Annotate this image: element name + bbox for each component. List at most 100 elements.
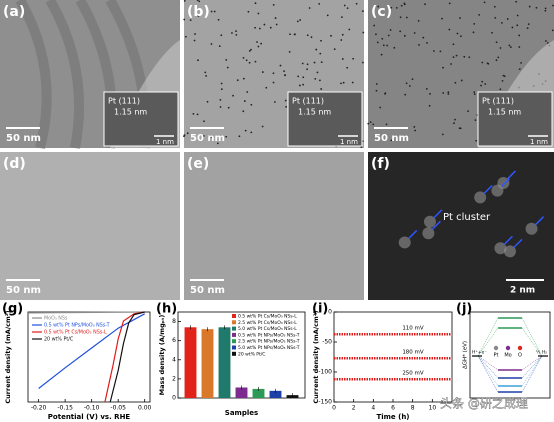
nanoparticle bbox=[340, 82, 342, 85]
nanoparticle bbox=[352, 57, 355, 60]
nanoparticle bbox=[481, 80, 484, 83]
nanoparticle bbox=[269, 26, 272, 29]
nanoparticle bbox=[545, 40, 547, 42]
nanoparticle bbox=[260, 42, 263, 45]
nanoparticle bbox=[205, 75, 208, 77]
nanoparticle bbox=[243, 100, 246, 102]
nanoparticle bbox=[389, 29, 392, 31]
nanoparticle bbox=[210, 10, 213, 13]
nanoparticle bbox=[197, 59, 199, 62]
cluster bbox=[491, 184, 504, 197]
watermark: 头条 @研之成理 bbox=[440, 397, 528, 411]
scale-bar-label: 50 nm bbox=[6, 133, 41, 144]
nanoparticle bbox=[481, 61, 484, 64]
cluster bbox=[474, 191, 487, 204]
connector bbox=[521, 355, 543, 387]
legend-label: O bbox=[518, 353, 522, 359]
x-tick-label: -0.10 bbox=[84, 405, 100, 412]
nanoparticle bbox=[320, 39, 322, 42]
nanoparticle bbox=[219, 106, 222, 108]
nanoparticle bbox=[306, 68, 309, 71]
nanoparticle bbox=[310, 36, 313, 39]
legend-label: 20 wt% Pt/C bbox=[44, 337, 74, 343]
nanoparticle bbox=[235, 30, 237, 33]
nanoparticle bbox=[369, 121, 372, 124]
nanoparticle bbox=[254, 2, 257, 5]
nanoparticle bbox=[261, 125, 264, 128]
nanoparticle bbox=[210, 136, 213, 138]
nanoparticle bbox=[500, 21, 503, 24]
nanoparticle bbox=[296, 20, 299, 23]
nanoparticle bbox=[189, 19, 192, 22]
micrograph bbox=[184, 152, 364, 300]
nanoparticle bbox=[448, 2, 451, 5]
nanoparticle bbox=[220, 82, 223, 85]
cluster bbox=[423, 215, 436, 228]
x-tick-label: 0.00 bbox=[138, 405, 152, 412]
arrow bbox=[506, 170, 516, 180]
nanoparticle bbox=[360, 146, 363, 149]
nanoparticle bbox=[242, 110, 245, 113]
nanoparticle bbox=[183, 18, 186, 21]
nanoparticle bbox=[346, 66, 349, 69]
legend-dot bbox=[517, 345, 523, 351]
nanoparticle bbox=[257, 45, 260, 48]
series-label: 250 mV bbox=[402, 371, 424, 377]
nanoparticle bbox=[220, 88, 223, 91]
nanoparticle bbox=[413, 126, 416, 128]
series-label: 180 mV bbox=[402, 350, 424, 356]
inset-scale-label: 1 nm bbox=[156, 138, 174, 146]
nanoparticle bbox=[480, 84, 482, 87]
nanoparticle bbox=[375, 89, 378, 92]
legend-label: 0.5 wt% Pt Cs/MoO₃ NSs-L bbox=[238, 314, 297, 320]
legend-label: 20 wt% Pt/C bbox=[238, 351, 265, 357]
legend-label: 5.0 wt% Pt NPs/MoO₃ NSs-T bbox=[238, 345, 300, 351]
nanoparticle bbox=[400, 4, 403, 7]
nanoparticle bbox=[242, 57, 245, 59]
nanoparticle bbox=[448, 28, 451, 31]
nanoparticle bbox=[283, 70, 285, 73]
nanoparticle bbox=[250, 103, 253, 106]
nanoparticle bbox=[217, 18, 220, 21]
bar bbox=[201, 329, 214, 398]
nanoparticle bbox=[452, 56, 455, 59]
bar bbox=[218, 327, 231, 398]
nanoparticle bbox=[544, 7, 547, 10]
nanoparticle bbox=[515, 0, 518, 3]
legend-label: Pt bbox=[494, 353, 499, 359]
nanoparticle bbox=[254, 60, 257, 63]
y-axis-label: Mass density (A/mgₚₜ) bbox=[158, 315, 166, 396]
nanoparticle bbox=[495, 59, 498, 62]
nanoparticle bbox=[333, 48, 336, 51]
connector bbox=[521, 327, 543, 357]
x-axis-label: Potential (V) vs. RHE bbox=[48, 413, 131, 421]
nanoparticle bbox=[472, 31, 475, 34]
nanoparticle bbox=[319, 52, 322, 55]
nanoparticle bbox=[308, 7, 311, 9]
nanoparticle bbox=[225, 135, 228, 138]
nanoparticle bbox=[526, 27, 529, 30]
nanoparticle bbox=[375, 83, 378, 85]
nanoparticle bbox=[341, 16, 343, 19]
nanoparticle bbox=[393, 46, 396, 49]
legend-swatch bbox=[232, 326, 236, 331]
y-tick-label: 2 bbox=[172, 375, 176, 382]
inset-plane: Pt (111) bbox=[108, 97, 140, 106]
nanoparticle bbox=[463, 55, 466, 58]
scale-bar-label: 50 nm bbox=[374, 133, 409, 144]
nanoparticle bbox=[320, 88, 323, 90]
nanoparticle bbox=[386, 44, 389, 47]
nanoparticle bbox=[483, 1, 486, 4]
nanoparticle bbox=[458, 127, 461, 130]
y-tick-label: -150 bbox=[318, 399, 332, 406]
nanoparticle bbox=[429, 92, 431, 95]
inset-plane: Pt (111) bbox=[292, 97, 324, 106]
legend-swatch bbox=[232, 314, 236, 318]
panel-label: (f) bbox=[371, 156, 390, 172]
panel-label: (a) bbox=[3, 4, 25, 20]
inset-spacing: 1.15 nm bbox=[114, 108, 147, 117]
legend-swatch bbox=[232, 351, 236, 356]
nanoparticle bbox=[501, 80, 504, 82]
x-tick-label: 8 bbox=[411, 405, 415, 412]
y-tick-label: 6 bbox=[172, 337, 176, 344]
